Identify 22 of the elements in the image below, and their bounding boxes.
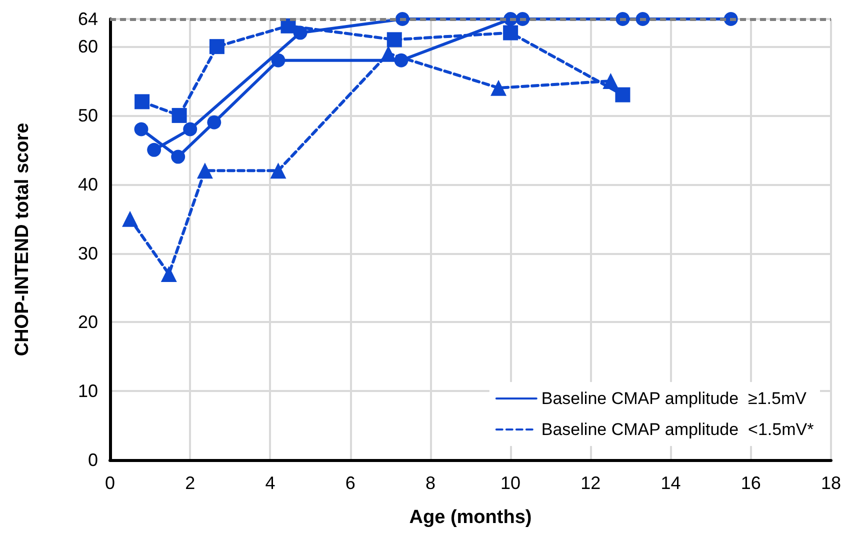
y-tick-label: 50 <box>78 105 98 126</box>
x-axis-title: Age (months) <box>409 507 532 528</box>
legend-label: Baseline CMAP amplitude <1.5mV* <box>541 420 814 439</box>
x-tick-label: 6 <box>345 473 356 493</box>
x-tick-label: 8 <box>425 473 436 493</box>
legend-label: Baseline CMAP amplitude ≥1.5mV <box>541 389 808 408</box>
x-tick-label: 12 <box>580 473 601 493</box>
y-tick-label: 40 <box>78 174 98 194</box>
x-tick-label: 16 <box>740 473 761 493</box>
x-tick-label: 4 <box>265 473 276 493</box>
x-tick-label: 0 <box>104 473 116 493</box>
y-tick-label: 30 <box>78 243 98 264</box>
x-tick-label: 2 <box>185 473 196 493</box>
y-tick-label: 60 <box>78 36 98 57</box>
y-tick-label: 20 <box>78 312 98 332</box>
y-axis-title: CHOP-INTEND total score <box>12 122 33 356</box>
y-tick-label: 10 <box>78 381 98 402</box>
x-tick-label: 10 <box>500 473 521 493</box>
x-tick-label: 18 <box>820 473 842 493</box>
y-tick-label: 0 <box>88 450 98 470</box>
y-tick-label: 64 <box>78 9 98 29</box>
x-tick-label: 14 <box>660 473 681 493</box>
